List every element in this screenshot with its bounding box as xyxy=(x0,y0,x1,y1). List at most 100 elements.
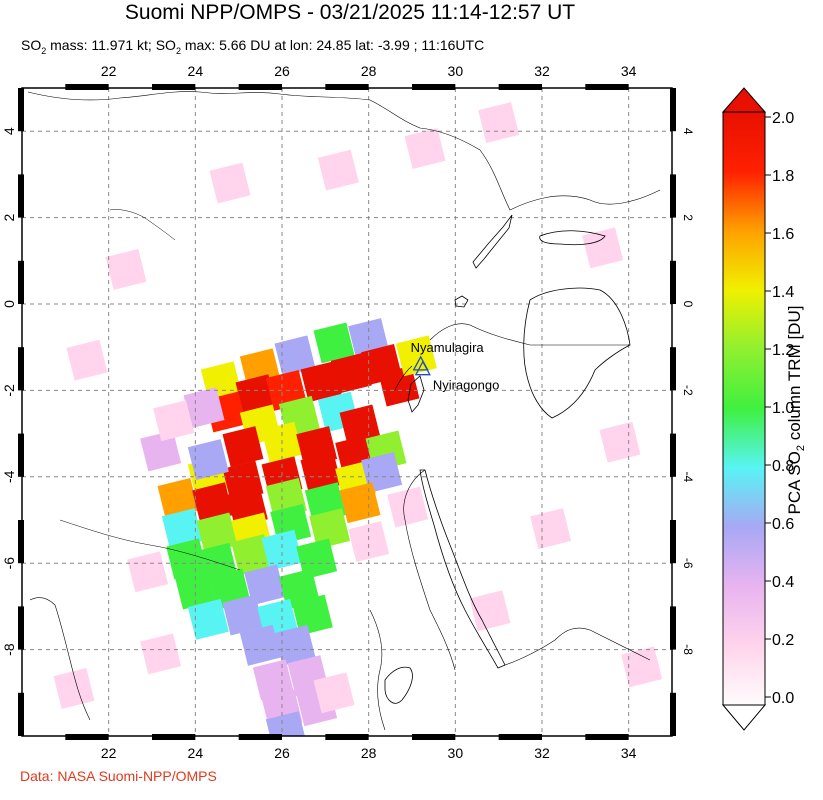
so2-cell xyxy=(53,668,95,709)
frame-bar-top xyxy=(585,84,629,90)
frame-bar-top xyxy=(65,84,109,90)
volcano-label: Nyiragongo xyxy=(433,378,500,393)
so2-cell xyxy=(239,624,281,666)
lon-label-top: 32 xyxy=(534,63,550,79)
so2-cell xyxy=(192,482,234,524)
frame-bar-top xyxy=(498,84,542,90)
so2-cell xyxy=(599,421,641,463)
lon-label-top: 22 xyxy=(101,63,117,79)
colorbar-tick-label: 2.0 xyxy=(772,110,794,127)
frame-bar-bottom xyxy=(325,734,369,740)
so2-cell xyxy=(157,477,199,519)
so2-cell xyxy=(530,508,572,550)
lat-label-right: 0 xyxy=(681,301,695,308)
colorbar-tick-label: 0.4 xyxy=(772,574,794,591)
lat-label-right: -2 xyxy=(681,385,695,396)
frame-bar-left xyxy=(18,606,24,650)
lake-tanganyika-outline xyxy=(419,469,506,669)
colorbar-label-sub: 2 xyxy=(795,445,808,452)
coastlines-and-borders xyxy=(27,91,661,731)
frame-bar-right xyxy=(670,88,676,132)
frame-bar-top xyxy=(412,84,456,90)
volcano-label: Nyamulagira xyxy=(411,340,485,355)
lat-label-left: -4 xyxy=(1,470,17,483)
so2-cell xyxy=(330,352,372,394)
frame-bar-left xyxy=(18,88,24,132)
lon-label-bottom: 32 xyxy=(534,745,550,761)
lon-label-bottom: 24 xyxy=(188,745,204,761)
so2-cell xyxy=(313,322,355,364)
so2-summary: SO2 mass: 11.971 kt; SO2 max: 5.66 DU at… xyxy=(21,36,484,60)
lake-victoria-outline xyxy=(523,287,631,419)
so2-cell xyxy=(235,374,277,416)
so2-cell xyxy=(252,659,294,701)
frame-bar-right xyxy=(670,347,676,391)
so2-cell xyxy=(291,594,333,636)
so2-cell xyxy=(265,711,307,736)
so2-cells xyxy=(53,102,663,736)
so2-cell xyxy=(300,361,342,403)
so2-cell xyxy=(348,521,390,563)
lon-label-top: 30 xyxy=(448,63,464,79)
data-credit: Data: NASA Suomi-NPP/OMPS xyxy=(20,768,217,784)
lat-label-right: -6 xyxy=(681,558,695,569)
frame-bar-left xyxy=(18,174,24,218)
lon-label-top: 26 xyxy=(274,63,290,79)
lake-albert-outline xyxy=(472,214,513,269)
lat-label-left: -2 xyxy=(1,384,17,397)
so2-summary-sub2: 2 xyxy=(175,45,181,56)
so2-cell xyxy=(187,439,229,480)
colorbar-tick-label: 1.2 xyxy=(772,342,794,359)
frame-bar-right xyxy=(670,692,676,736)
so2-cell xyxy=(313,672,355,714)
so2-cell xyxy=(161,508,203,550)
so2-cell xyxy=(469,590,511,632)
lake-edward-outline xyxy=(454,295,469,308)
colorbar-tick-label: 0.2 xyxy=(772,632,794,649)
so2-cell xyxy=(127,551,169,593)
so2-cell xyxy=(166,538,208,580)
frame-bar-left xyxy=(18,260,24,304)
so2-cell xyxy=(582,227,624,269)
so2-cell xyxy=(105,249,147,290)
frame-bar-left xyxy=(18,347,24,391)
lon-label-top: 34 xyxy=(621,63,637,79)
lat-label-left: -8 xyxy=(1,643,17,656)
so2-cell xyxy=(317,149,359,191)
so2-cell xyxy=(231,534,273,575)
lat-label-right: 2 xyxy=(681,214,695,221)
so2-cell xyxy=(274,335,316,377)
so2-cell xyxy=(478,102,520,143)
so2-cell xyxy=(174,568,216,610)
lake-kivu-outline xyxy=(407,375,425,413)
lon-label-bottom: 30 xyxy=(448,745,464,761)
colorbar-tick-label: 0.6 xyxy=(772,516,794,533)
map-title: Suomi NPP/OMPS - 03/21/2025 11:14-12:57 … xyxy=(124,1,576,24)
lat-label-left: 0 xyxy=(1,300,17,308)
colorbar-gradient xyxy=(722,111,766,706)
lat-label-left: 4 xyxy=(1,127,17,135)
so2-cell xyxy=(196,512,238,554)
so2-summary-part3: max: 5.66 DU at lon: 24.85 lat: -3.99 ; … xyxy=(180,37,485,53)
frame-bar-left xyxy=(18,520,24,564)
colorbar: 2.0 1.8 1.6 1.4 1.2 1.0 0.8 0.6 0.4 0.2 0.0 xyxy=(721,87,794,731)
colorbar-tick-label: 1.8 xyxy=(772,168,794,185)
lon-label-bottom: 34 xyxy=(621,745,637,761)
so2-cell xyxy=(339,404,381,446)
so2-cell xyxy=(274,624,316,666)
frame-bar-bottom xyxy=(238,734,282,740)
so2-cell xyxy=(183,387,225,429)
colorbar-ticks: 2.0 1.8 1.6 1.4 1.2 1.0 0.8 0.6 0.4 0.2 0.0 xyxy=(765,110,794,707)
frame-bar-bottom xyxy=(498,734,542,740)
country-borders xyxy=(27,91,661,731)
so2-cell xyxy=(187,598,229,640)
lat-label-left: 2 xyxy=(1,213,17,221)
so2-cell xyxy=(300,452,342,493)
colorbar-top-arrow xyxy=(721,87,767,113)
so2-summary-sub1: 2 xyxy=(41,45,47,56)
so2-cell xyxy=(309,508,351,550)
so2-cell xyxy=(621,646,663,688)
river-congo xyxy=(59,209,241,571)
colorbar-tick-label: 0.0 xyxy=(772,690,794,707)
